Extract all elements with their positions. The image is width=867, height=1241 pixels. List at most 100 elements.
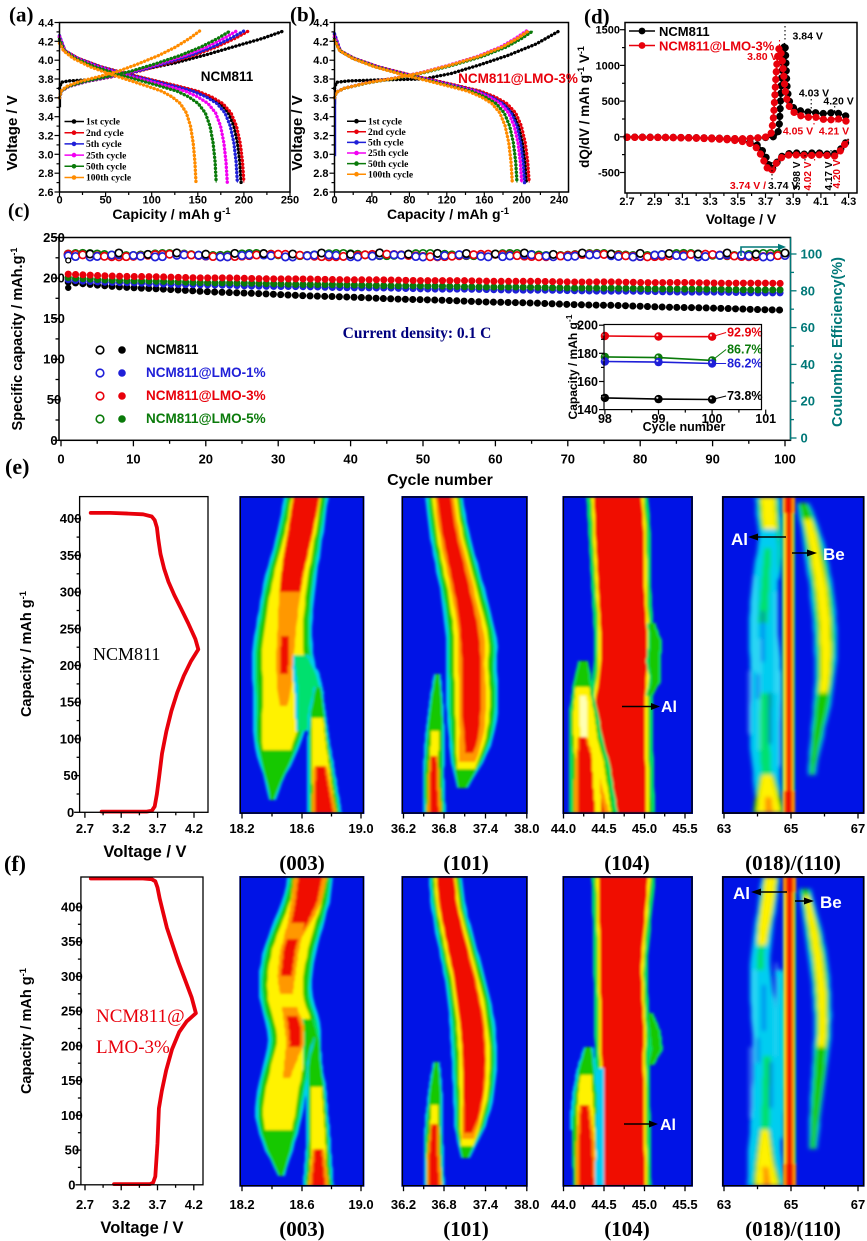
svg-text:63: 63 bbox=[717, 821, 731, 836]
svg-text:50th cycle: 50th cycle bbox=[368, 160, 408, 170]
svg-text:2.9: 2.9 bbox=[647, 196, 662, 208]
svg-text:2.7: 2.7 bbox=[76, 821, 94, 836]
svg-text:2.8: 2.8 bbox=[38, 168, 53, 180]
svg-text:Cycle number: Cycle number bbox=[643, 420, 726, 434]
svg-text:0: 0 bbox=[68, 1177, 75, 1192]
svg-text:0: 0 bbox=[801, 431, 808, 446]
svg-text:3.7: 3.7 bbox=[149, 821, 167, 836]
svg-text:40: 40 bbox=[343, 451, 357, 466]
svg-text:3.4: 3.4 bbox=[38, 112, 54, 124]
svg-text:3.2: 3.2 bbox=[112, 821, 130, 836]
svg-text:90: 90 bbox=[705, 451, 719, 466]
svg-text:dQ/dV / mAh g-1 V-1: dQ/dV / mAh g-1 V-1 bbox=[576, 46, 592, 168]
svg-text:4.20 V: 4.20 V bbox=[832, 159, 843, 188]
svg-text:(c): (c) bbox=[8, 201, 30, 222]
svg-text:250: 250 bbox=[43, 230, 65, 245]
svg-text:44.5: 44.5 bbox=[591, 1197, 616, 1212]
svg-text:3.6: 3.6 bbox=[38, 93, 53, 105]
svg-text:NCM811@LMO-1%: NCM811@LMO-1% bbox=[146, 365, 266, 380]
svg-text:3.2: 3.2 bbox=[112, 1197, 130, 1212]
svg-text:4.2: 4.2 bbox=[38, 36, 53, 48]
svg-text:65: 65 bbox=[784, 821, 798, 836]
svg-text:20: 20 bbox=[199, 451, 213, 466]
svg-text:150: 150 bbox=[61, 1073, 83, 1088]
svg-text:67: 67 bbox=[851, 1197, 865, 1212]
svg-text:92.9%: 92.9% bbox=[727, 326, 762, 340]
svg-text:0: 0 bbox=[56, 195, 62, 207]
svg-text:3.7: 3.7 bbox=[148, 1197, 166, 1212]
svg-text:350: 350 bbox=[61, 934, 83, 949]
svg-text:100: 100 bbox=[702, 412, 723, 426]
svg-text:Capacity / mAh g-1: Capacity / mAh g-1 bbox=[387, 206, 510, 223]
svg-text:(f): (f) bbox=[4, 851, 26, 876]
svg-text:1000: 1000 bbox=[596, 60, 620, 72]
svg-text:25th cycle: 25th cycle bbox=[86, 151, 126, 161]
svg-text:4.0: 4.0 bbox=[38, 55, 53, 67]
svg-text:0: 0 bbox=[614, 132, 620, 144]
svg-text:1st cycle: 1st cycle bbox=[368, 117, 402, 127]
svg-text:180: 180 bbox=[577, 347, 598, 361]
svg-text:3.98 V: 3.98 V bbox=[792, 161, 803, 190]
svg-text:3.0: 3.0 bbox=[313, 149, 328, 161]
svg-text:100th cycle: 100th cycle bbox=[368, 170, 413, 180]
svg-text:300: 300 bbox=[60, 585, 82, 600]
svg-text:36.2: 36.2 bbox=[391, 821, 416, 836]
svg-text:Voltage / V: Voltage / V bbox=[100, 1219, 183, 1237]
svg-text:NCM811: NCM811 bbox=[93, 644, 160, 664]
svg-text:44.0: 44.0 bbox=[551, 821, 576, 836]
svg-text:NCM811: NCM811 bbox=[659, 24, 710, 39]
svg-text:5th cycle: 5th cycle bbox=[368, 139, 404, 149]
svg-text:Be: Be bbox=[823, 545, 845, 564]
svg-text:4.20 V: 4.20 V bbox=[823, 96, 853, 108]
svg-text:2.7: 2.7 bbox=[76, 1197, 94, 1212]
svg-text:(018)/(110): (018)/(110) bbox=[745, 1217, 841, 1241]
svg-text:18.6: 18.6 bbox=[289, 1197, 314, 1212]
svg-text:18.6: 18.6 bbox=[289, 821, 314, 836]
svg-text:Capacity / mAh g-1: Capacity / mAh g-1 bbox=[18, 590, 36, 717]
svg-text:200: 200 bbox=[43, 271, 65, 286]
svg-text:20: 20 bbox=[801, 394, 815, 409]
svg-text:19.0: 19.0 bbox=[348, 821, 373, 836]
svg-text:60: 60 bbox=[488, 451, 502, 466]
svg-text:0: 0 bbox=[57, 451, 64, 466]
svg-text:Voltage / V: Voltage / V bbox=[706, 211, 777, 227]
svg-text:(101): (101) bbox=[443, 1217, 489, 1241]
svg-text:1500: 1500 bbox=[596, 25, 620, 37]
svg-text:500: 500 bbox=[602, 96, 620, 108]
svg-text:250: 250 bbox=[281, 195, 299, 207]
svg-text:Capacity / mAh g-1: Capacity / mAh g-1 bbox=[564, 314, 580, 419]
svg-text:65: 65 bbox=[784, 1197, 798, 1212]
svg-text:(003): (003) bbox=[279, 851, 325, 875]
svg-text:-500: -500 bbox=[598, 168, 620, 180]
svg-text:2.8: 2.8 bbox=[313, 168, 328, 180]
svg-text:3.8: 3.8 bbox=[38, 74, 53, 86]
svg-text:Al: Al bbox=[661, 699, 677, 716]
svg-text:38.0: 38.0 bbox=[514, 1197, 539, 1212]
svg-text:100: 100 bbox=[60, 731, 82, 746]
svg-text:Voltage / V: Voltage / V bbox=[4, 95, 21, 171]
svg-text:3.0: 3.0 bbox=[38, 149, 53, 161]
svg-text:50: 50 bbox=[416, 451, 430, 466]
svg-text:4.2: 4.2 bbox=[185, 1197, 203, 1212]
svg-text:44.5: 44.5 bbox=[591, 821, 616, 836]
svg-text:Capicity / mAh g-1: Capicity / mAh g-1 bbox=[112, 206, 231, 223]
svg-text:100: 100 bbox=[43, 352, 65, 367]
svg-text:80: 80 bbox=[403, 195, 415, 207]
svg-text:60: 60 bbox=[801, 320, 815, 335]
svg-text:25th cycle: 25th cycle bbox=[368, 149, 408, 159]
svg-text:19.0: 19.0 bbox=[348, 1197, 373, 1212]
svg-text:18.2: 18.2 bbox=[229, 1197, 254, 1212]
svg-text:NCM811: NCM811 bbox=[201, 69, 254, 84]
svg-text:100th cycle: 100th cycle bbox=[86, 174, 131, 184]
svg-text:3.6: 3.6 bbox=[313, 93, 328, 105]
svg-text:2nd cycle: 2nd cycle bbox=[86, 129, 124, 139]
svg-text:86.2%: 86.2% bbox=[727, 357, 762, 371]
svg-text:73.8%: 73.8% bbox=[727, 389, 762, 403]
svg-text:160: 160 bbox=[475, 195, 493, 207]
svg-text:70: 70 bbox=[561, 451, 575, 466]
svg-text:150: 150 bbox=[60, 695, 82, 710]
svg-text:150: 150 bbox=[43, 311, 65, 326]
svg-text:(e): (e) bbox=[5, 454, 29, 479]
svg-text:100: 100 bbox=[61, 1108, 83, 1123]
svg-text:120: 120 bbox=[438, 195, 456, 207]
